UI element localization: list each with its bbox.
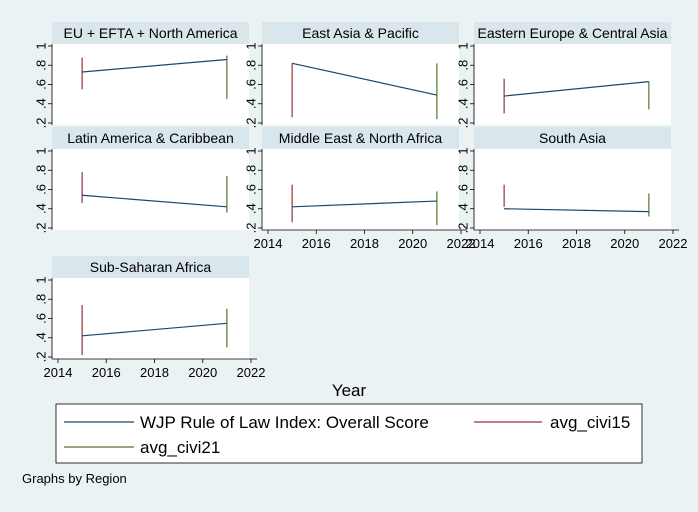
- y-tick-label: .8: [455, 165, 470, 176]
- score-series-line: [504, 208, 649, 213]
- panel-title: South Asia: [539, 130, 606, 146]
- y-tick-label: .6: [243, 184, 258, 195]
- y-tick-label: .2: [243, 118, 258, 129]
- x-tick-label: 2020: [188, 365, 217, 380]
- panel-title-strip: [52, 22, 249, 44]
- y-tick-label: 1: [33, 276, 48, 283]
- score-series-line: [504, 81, 649, 97]
- panel-title: Eastern Europe & Central Asia: [478, 25, 668, 41]
- y-tick-label: .4: [243, 203, 258, 214]
- x-tick-label: 2014: [44, 365, 73, 380]
- x-tick-label: 2016: [514, 236, 543, 251]
- panel-title-strip: [474, 127, 671, 149]
- x-tick-label: 2016: [302, 236, 331, 251]
- y-tick-label: .8: [33, 60, 48, 71]
- panel-title: EU + EFTA + North America: [63, 25, 237, 41]
- panel-plot-area: [474, 44, 671, 125]
- x-tick-label: 2022: [447, 236, 476, 251]
- panel-plot-area: [52, 44, 249, 125]
- y-tick-label: .8: [455, 60, 470, 71]
- panel-title-strip: [474, 22, 671, 44]
- y-tick-label: .6: [455, 79, 470, 90]
- y-tick-label: .8: [33, 294, 48, 305]
- panel-plot-area: [52, 278, 249, 359]
- x-axis-title: Year: [332, 381, 367, 400]
- panel-title-strip: [262, 22, 459, 44]
- y-tick-label: .6: [33, 79, 48, 90]
- x-tick-label: 2022: [659, 236, 688, 251]
- y-tick-label: .4: [33, 98, 48, 109]
- score-series-line: [82, 194, 227, 208]
- legend-label: avg_civi21: [140, 438, 220, 457]
- y-tick-label: 1: [33, 42, 48, 49]
- y-tick-label: 1: [455, 42, 470, 49]
- y-tick-label: .8: [33, 165, 48, 176]
- panel-title-strip: [262, 127, 459, 149]
- y-tick-label: .2: [455, 223, 470, 234]
- y-tick-label: .8: [243, 60, 258, 71]
- panel-plot-area: [262, 44, 459, 125]
- x-tick-label: 2022: [237, 365, 266, 380]
- panel-title-strip: [52, 127, 249, 149]
- x-tick-label: 2018: [562, 236, 591, 251]
- x-tick-label: 2018: [140, 365, 169, 380]
- score-series-line: [292, 200, 437, 208]
- panel-title: East Asia & Pacific: [302, 25, 419, 41]
- y-tick-label: .2: [243, 223, 258, 234]
- legend-box: [55, 403, 643, 464]
- panel-title: Middle East & North Africa: [279, 130, 443, 146]
- y-tick-label: .4: [455, 203, 470, 214]
- y-tick-label: .6: [33, 184, 48, 195]
- x-tick-label: 2014: [466, 236, 495, 251]
- y-tick-label: 1: [33, 147, 48, 154]
- x-tick-label: 2020: [398, 236, 427, 251]
- y-tick-label: 1: [455, 147, 470, 154]
- score-series-line: [82, 322, 227, 337]
- x-tick-label: 2018: [350, 236, 379, 251]
- y-tick-label: .4: [33, 203, 48, 214]
- chart-note: Graphs by Region: [22, 471, 127, 486]
- panel-plot-area: [474, 149, 671, 230]
- x-tick-label: 2020: [610, 236, 639, 251]
- y-tick-label: .6: [243, 79, 258, 90]
- x-tick-label: 2014: [254, 236, 283, 251]
- y-tick-label: .6: [455, 184, 470, 195]
- y-tick-label: .2: [33, 352, 48, 363]
- legend-label: WJP Rule of Law Index: Overall Score: [140, 413, 429, 432]
- x-tick-label: 2016: [92, 365, 121, 380]
- y-tick-label: .2: [33, 118, 48, 129]
- y-tick-label: .4: [455, 98, 470, 109]
- y-tick-label: .8: [243, 165, 258, 176]
- y-tick-label: .4: [33, 332, 48, 343]
- score-series-line: [291, 62, 438, 96]
- y-tick-label: .2: [455, 118, 470, 129]
- legend-label: avg_civi15: [550, 413, 630, 432]
- panel-plot-area: [262, 149, 459, 230]
- y-tick-label: .2: [33, 223, 48, 234]
- panel-title-strip: [52, 256, 249, 278]
- y-tick-label: .4: [243, 98, 258, 109]
- y-tick-label: 1: [243, 42, 258, 49]
- y-tick-label: 1: [243, 147, 258, 154]
- score-series-line: [82, 58, 227, 73]
- panel-plot-area: [52, 149, 249, 230]
- panel-title: Latin America & Caribbean: [67, 130, 234, 146]
- y-tick-label: .6: [33, 313, 48, 324]
- panel-title: Sub-Saharan Africa: [90, 259, 212, 275]
